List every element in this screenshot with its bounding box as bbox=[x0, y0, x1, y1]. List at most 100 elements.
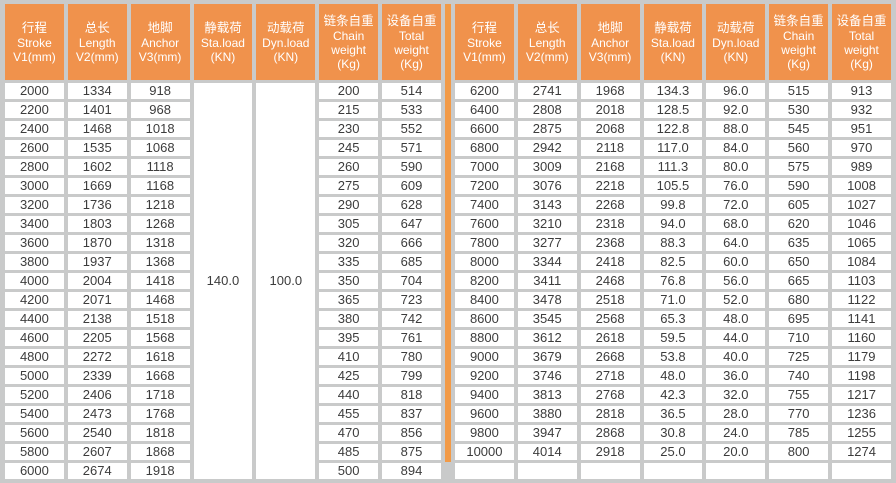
cell-total-weight: 723 bbox=[382, 292, 441, 308]
cell-sta-load: 25.0 bbox=[643, 444, 703, 460]
cell-total-weight: 818 bbox=[382, 387, 441, 403]
cell-length: 3076 bbox=[517, 178, 577, 194]
cell-length bbox=[517, 463, 577, 479]
cell-total-weight: 1236 bbox=[832, 406, 891, 422]
cell-chain-weight: 590 bbox=[769, 178, 829, 194]
header-line: 动载荷 bbox=[267, 20, 305, 35]
cell-sta-load: 140.0 bbox=[193, 83, 253, 479]
table-row: 8200 3411 2468 76.8 56.0 665 1103 bbox=[455, 273, 891, 289]
table-row: 2800 1602 1118 260 590 bbox=[5, 159, 441, 175]
cell-total-weight: 1141 bbox=[832, 311, 891, 327]
cell-length: 1669 bbox=[67, 178, 127, 194]
cell-chain-weight: 665 bbox=[769, 273, 829, 289]
cell-sta-load: 94.0 bbox=[643, 216, 703, 232]
table-row: 2400 1468 1018 230 552 bbox=[5, 121, 441, 137]
cell-stroke: 8400 bbox=[455, 292, 514, 308]
table-row: 8400 3478 2518 71.0 52.0 680 1122 bbox=[455, 292, 891, 308]
cell-length: 2808 bbox=[517, 102, 577, 118]
cell-anchor: 2918 bbox=[580, 444, 640, 460]
cell-anchor: 1068 bbox=[130, 140, 190, 156]
table-divider bbox=[445, 4, 451, 462]
cell-stroke: 4800 bbox=[5, 349, 64, 365]
table-row: 9000 3679 2668 53.8 40.0 725 1179 bbox=[455, 349, 891, 365]
column-header-chain-weight: 链条自重 Chain weight (Kg) bbox=[319, 4, 379, 80]
header-line: weight bbox=[394, 42, 429, 57]
cell-total-weight: 875 bbox=[382, 444, 441, 460]
cell-length: 3277 bbox=[517, 235, 577, 251]
cell-chain-weight: 620 bbox=[769, 216, 829, 232]
cell-length: 1870 bbox=[67, 235, 127, 251]
column-header-stroke: 行程 Stroke V1(mm) bbox=[455, 4, 514, 80]
cell-dyn-load: 56.0 bbox=[706, 273, 766, 289]
header-line: (Kg) bbox=[337, 56, 360, 71]
cell-chain-weight: 260 bbox=[319, 159, 379, 175]
cell-total-weight: 1255 bbox=[832, 425, 891, 441]
header-line: V3(mm) bbox=[588, 49, 632, 64]
cell-total-weight: 1274 bbox=[832, 444, 891, 460]
cell-length: 3880 bbox=[517, 406, 577, 422]
cell-anchor: 1468 bbox=[130, 292, 190, 308]
header-line: 链条自重 bbox=[773, 13, 824, 28]
cell-stroke: 4600 bbox=[5, 330, 64, 346]
table-row: 6800 2942 2118 117.0 84.0 560 970 bbox=[455, 140, 891, 156]
cell-dyn-load: 52.0 bbox=[706, 292, 766, 308]
header-line: 链条自重 bbox=[323, 13, 374, 28]
cell-stroke: 5000 bbox=[5, 368, 64, 384]
table-row: 6200 2741 1968 134.3 96.0 515 913 bbox=[455, 83, 891, 99]
cell-chain-weight: 275 bbox=[319, 178, 379, 194]
header-line: 行程 bbox=[21, 20, 47, 35]
cell-stroke: 7000 bbox=[455, 159, 514, 175]
column-header-stroke: 行程 Stroke V1(mm) bbox=[5, 4, 64, 80]
cell-sta-load: 122.8 bbox=[643, 121, 703, 137]
cell-total-weight: 780 bbox=[382, 349, 441, 365]
cell-anchor: 1568 bbox=[130, 330, 190, 346]
table-row: 3800 1937 1368 335 685 bbox=[5, 254, 441, 270]
cell-length: 1803 bbox=[67, 216, 127, 232]
cell-chain-weight: 215 bbox=[319, 102, 379, 118]
header-line: 总长 bbox=[534, 20, 560, 35]
cell-anchor: 2268 bbox=[580, 197, 640, 213]
cell-length: 3344 bbox=[517, 254, 577, 270]
table-row: 4200 2071 1468 365 723 bbox=[5, 292, 441, 308]
cell-total-weight: 837 bbox=[382, 406, 441, 422]
cell-chain-weight: 695 bbox=[769, 311, 829, 327]
table-row: 5200 2406 1718 440 818 bbox=[5, 387, 441, 403]
cell-anchor: 2518 bbox=[580, 292, 640, 308]
cell-total-weight: 590 bbox=[382, 159, 441, 175]
cell-chain-weight: 560 bbox=[769, 140, 829, 156]
cell-total-weight: 571 bbox=[382, 140, 441, 156]
cell-sta-load: 48.0 bbox=[643, 368, 703, 384]
header-line: 行程 bbox=[471, 20, 497, 35]
table-row: 9200 3746 2718 48.0 36.0 740 1198 bbox=[455, 368, 891, 384]
cell-sta-load: 128.5 bbox=[643, 102, 703, 118]
cell-chain-weight: 755 bbox=[769, 387, 829, 403]
cell-stroke: 5400 bbox=[5, 406, 64, 422]
cell-stroke: 6000 bbox=[5, 463, 64, 479]
cell-dyn-load: 32.0 bbox=[706, 387, 766, 403]
cell-stroke: 8000 bbox=[455, 254, 514, 270]
table-row: 5400 2473 1768 455 837 bbox=[5, 406, 441, 422]
cell-sta-load: 117.0 bbox=[643, 140, 703, 156]
cell-stroke: 8800 bbox=[455, 330, 514, 346]
cell-length: 2875 bbox=[517, 121, 577, 137]
cell-stroke: 5600 bbox=[5, 425, 64, 441]
cell-length: 3411 bbox=[517, 273, 577, 289]
column-header-dyn-load: 动载荷 Dyn.load (KN) bbox=[256, 4, 316, 80]
header-line: (KN) bbox=[723, 49, 749, 64]
cell-stroke: 3200 bbox=[5, 197, 64, 213]
cell-length: 3478 bbox=[517, 292, 577, 308]
cell-stroke: 2800 bbox=[5, 159, 64, 175]
column-header-length: 总长 Length V2(mm) bbox=[67, 4, 127, 80]
cell-anchor: 2568 bbox=[580, 311, 640, 327]
cell-chain-weight: 455 bbox=[319, 406, 379, 422]
table-row: 7000 3009 2168 111.3 80.0 575 989 bbox=[455, 159, 891, 175]
cell-total-weight: 1103 bbox=[832, 273, 891, 289]
cell-anchor: 1118 bbox=[130, 159, 190, 175]
cell-total-weight: 761 bbox=[382, 330, 441, 346]
cell-sta-load: 134.3 bbox=[643, 83, 703, 99]
cell-stroke: 6400 bbox=[455, 102, 514, 118]
cell-dyn-load: 92.0 bbox=[706, 102, 766, 118]
cell-stroke: 5200 bbox=[5, 387, 64, 403]
table-row: 8800 3612 2618 59.5 44.0 710 1160 bbox=[455, 330, 891, 346]
cell-chain-weight bbox=[769, 463, 829, 479]
